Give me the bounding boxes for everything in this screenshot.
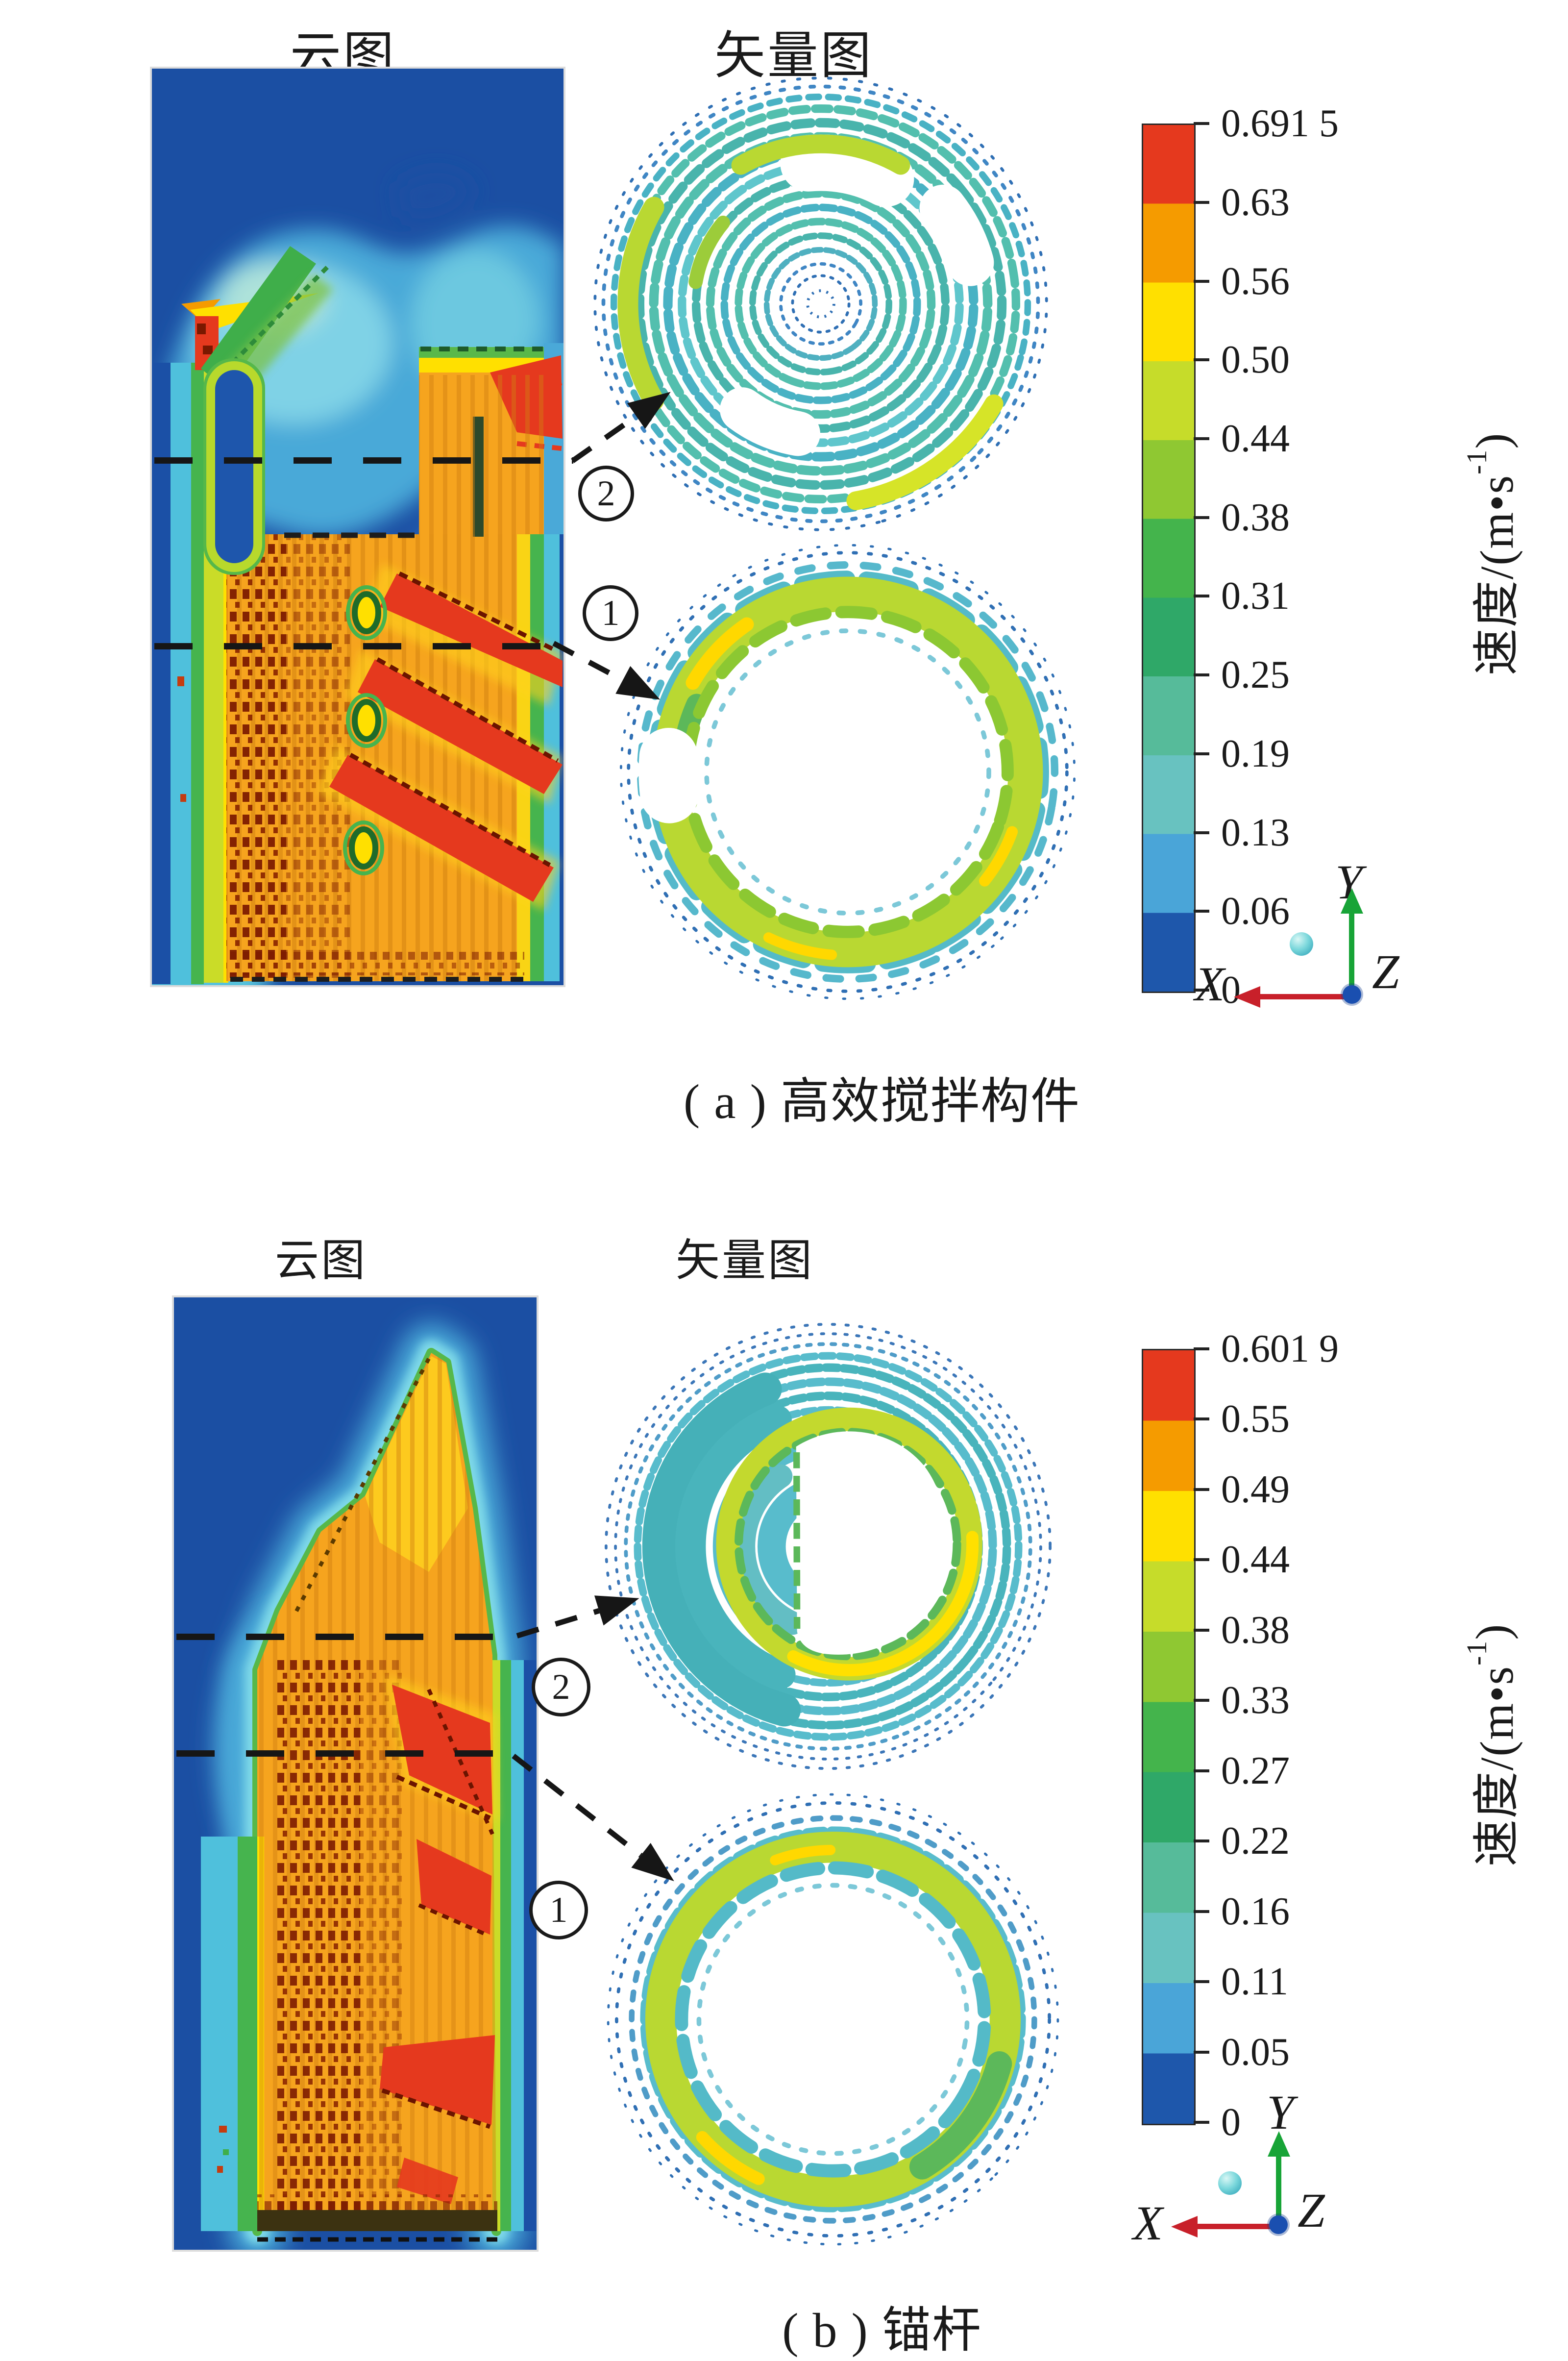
- vector-plot-b-lower: [607, 1793, 1059, 2246]
- colorbar-a-label: 0.25: [1221, 653, 1290, 696]
- colorbar-a-label: 0.44: [1221, 417, 1290, 460]
- colorbar-a-label: 0.63: [1221, 181, 1290, 224]
- colorbar-a-tick: [1194, 595, 1209, 597]
- colorbar-b-tick: [1194, 1980, 1209, 1983]
- colorbar-a-label: 0.31: [1221, 574, 1290, 618]
- colorbar-b-label: 0.49: [1221, 1468, 1290, 1511]
- colorbar-a-label: 0.06: [1221, 890, 1290, 933]
- unit-prefix: 速度/(m•s: [1470, 1665, 1523, 1867]
- colorbar-a-tick: [1194, 516, 1209, 519]
- colorbar-a-tick: [1194, 673, 1209, 676]
- colorbar-a-tick: [1194, 831, 1209, 834]
- panel-a-caption: ( a ) 高效搅拌构件: [684, 1074, 1080, 1129]
- x-axis-arrowhead-icon: [1171, 2216, 1198, 2237]
- colorbar-a-tick: [1194, 989, 1209, 992]
- origin-dot: [1343, 985, 1361, 1004]
- x-axis-arrowhead-icon: [1234, 986, 1260, 1008]
- colorbar-b-label: 0.44: [1221, 1538, 1290, 1581]
- callout-1-b-number: 1: [549, 1889, 568, 1930]
- axis-z-label: Z: [1372, 944, 1399, 999]
- panel-b-caption: ( b ) 锚杆: [782, 2303, 982, 2358]
- colorbar-b-tick: [1194, 1629, 1209, 1632]
- unit-superscript: -1: [1460, 1640, 1493, 1666]
- y-axis-arrowhead-icon: [1341, 888, 1363, 914]
- section-line-b-lower: [176, 1750, 517, 1757]
- colorbar-b-tick: [1194, 1558, 1209, 1561]
- colorbar-b-label: 0.16: [1221, 1890, 1290, 1933]
- colorbar-b-tick: [1194, 1347, 1209, 1350]
- colorbar-b-label: 0.11: [1221, 1960, 1289, 2003]
- y-axis-arrow: [1349, 912, 1354, 995]
- colorbar-b-label: 0.22: [1221, 1819, 1290, 1863]
- colorbar-b-tick: [1194, 1910, 1209, 1913]
- y-axis-arrowhead-icon: [1268, 2131, 1290, 2157]
- y-axis-arrow: [1276, 2155, 1281, 2226]
- colorbar-b-label: 0.27: [1221, 1749, 1290, 1792]
- colorbar-a-tick: [1194, 201, 1209, 204]
- axis-z-label: Z: [1298, 2183, 1325, 2237]
- callout-2-a-number: 2: [597, 473, 615, 514]
- contour-map-b: [174, 1297, 537, 2250]
- axis-x-label: X: [1195, 957, 1225, 1011]
- colorbar-b-tick: [1194, 2121, 1209, 2124]
- colorbar-a-label: 0.38: [1221, 496, 1290, 539]
- colorbar-b: [1142, 1349, 1196, 2125]
- colorbar-a-tick: [1194, 910, 1209, 913]
- colorbar-b-label: 0: [1221, 2101, 1241, 2144]
- colorbar-a: [1142, 124, 1196, 993]
- section-line-a-lower: [154, 643, 554, 649]
- callout-2-b: 2: [532, 1658, 590, 1716]
- colorbar-b-label: 0.55: [1221, 1397, 1290, 1441]
- callout-1-a: 1: [583, 585, 638, 641]
- colorbar-a-label: 0.13: [1221, 811, 1290, 854]
- callout-2-b-number: 2: [552, 1666, 570, 1707]
- colorbar-a-unit-label: 速度/(m•s -1): [1460, 314, 1524, 794]
- colorbar-b-tick: [1194, 1839, 1209, 1842]
- unit-suffix: ): [1466, 432, 1519, 449]
- x-axis-arrow: [1196, 2224, 1279, 2229]
- origin-dot: [1269, 2215, 1288, 2234]
- section-line-b-upper: [176, 1634, 517, 1640]
- colorbar-a-tick: [1194, 437, 1209, 440]
- colorbar-a-label: 0.691 5: [1221, 102, 1339, 145]
- callout-1-a-number: 1: [601, 593, 620, 633]
- colorbar-b-tick: [1194, 1417, 1209, 1420]
- colorbar-a-tick: [1194, 752, 1209, 755]
- colorbar-a-tick: [1194, 358, 1209, 361]
- vector-plot-a-lower: [619, 544, 1076, 1000]
- panel-b-contour-title: 云图: [275, 1237, 367, 1285]
- vector-plot-b-upper: [605, 1323, 1052, 1770]
- section-line-a-upper: [154, 457, 573, 464]
- colorbar-a-tick: [1194, 280, 1209, 283]
- colorbar-b-label: 0.33: [1221, 1679, 1290, 1722]
- colorbar-b-unit-label: 速度/(m•s -1): [1460, 1505, 1524, 1985]
- colorbar-b-tick: [1194, 1488, 1209, 1491]
- colorbar-a-label: 0.19: [1221, 732, 1290, 775]
- reference-sphere: [1218, 2171, 1242, 2195]
- callout-2-a: 2: [578, 466, 634, 522]
- unit-suffix: ): [1466, 1623, 1519, 1640]
- colorbar-b-label: 0.601 9: [1221, 1327, 1339, 1370]
- callout-1-b: 1: [529, 1881, 588, 1939]
- colorbar-b-tick: [1194, 2051, 1209, 2054]
- colorbar-a-label: 0.56: [1221, 260, 1290, 303]
- colorbar-a-tick: [1194, 122, 1209, 125]
- vector-plot-a-upper: [593, 76, 1048, 531]
- contour-map-a: [152, 69, 564, 985]
- panel-b-vector-title: 矢量图: [676, 1237, 814, 1285]
- axis-x-label: X: [1133, 2196, 1163, 2250]
- colorbar-a-label: 0.50: [1221, 338, 1290, 381]
- colorbar-b-tick: [1194, 1699, 1209, 1702]
- unit-prefix: 速度/(m•s: [1470, 474, 1523, 676]
- reference-sphere: [1290, 932, 1313, 956]
- unit-superscript: -1: [1460, 448, 1493, 475]
- colorbar-b-tick: [1194, 1769, 1209, 1772]
- x-axis-arrow: [1258, 994, 1351, 999]
- colorbar-b-label: 0.38: [1221, 1609, 1290, 1652]
- axis-y-label: Y: [1267, 2085, 1294, 2139]
- panel-a-vector-title: 矢量图: [714, 28, 873, 84]
- colorbar-b-label: 0.05: [1221, 2031, 1290, 2074]
